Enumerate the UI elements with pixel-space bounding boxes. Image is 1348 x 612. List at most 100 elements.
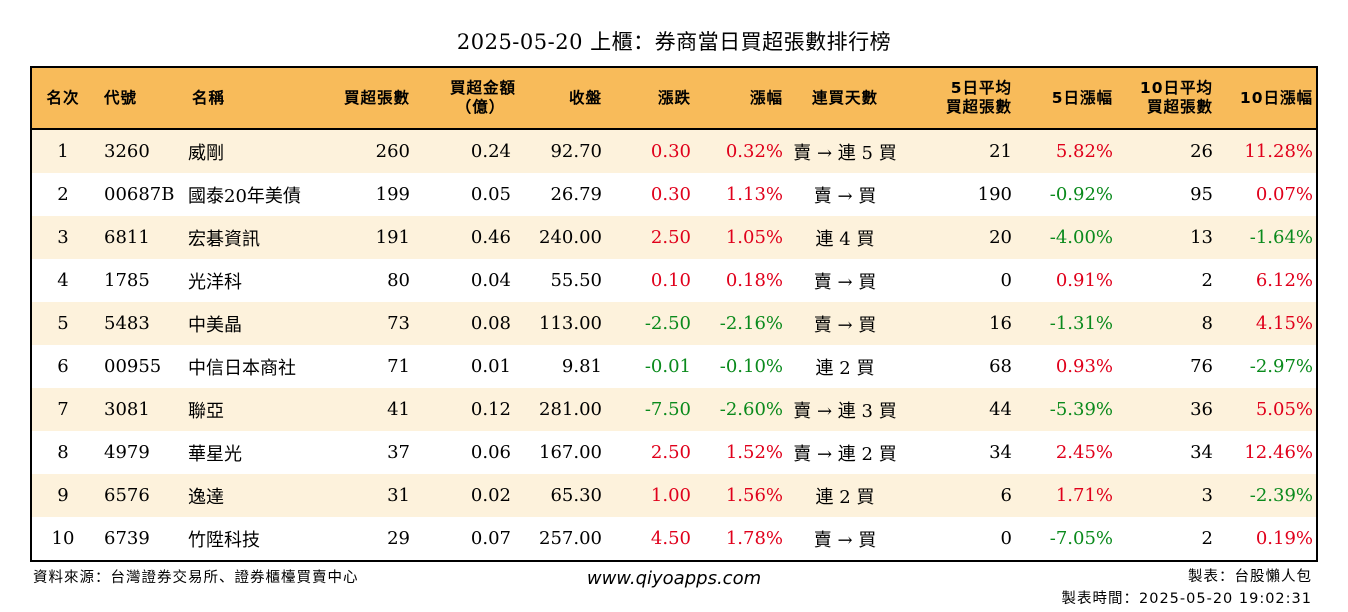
cell-close: 281.00 [539,399,602,420]
cell-ret10: 12.46% [1244,442,1313,463]
cell-ret5: -5.39% [1049,399,1113,420]
cell-change: 0.30 [650,141,691,162]
table-row: 7 3081 聯亞 41 0.12 281.00 -7.50 -2.60% 賣 → 連 3 買 4… [32,388,1316,431]
cell-name: 逸達 [188,486,224,508]
cell-name: 威剛 [188,142,224,164]
cell-net-amount: 0.08 [470,313,511,334]
cell-net-amount: 0.24 [470,141,511,162]
header-avg5-line1: 5日平均 [950,79,1012,97]
header-avg10-line1: 10日平均 [1139,79,1213,97]
cell-net-amount: 0.06 [470,442,511,463]
table-row: 10 6739 竹陞科技 29 0.07 257.00 4.50 1.78% 賣 → 買 0 -7.… [32,517,1316,560]
cell-code: 6739 [104,528,150,549]
cell-avg5: 6 [1000,485,1012,506]
cell-net-volume: 31 [387,485,410,506]
header-net-amount: 買超金額 （億） [410,79,517,117]
cell-avg5: 190 [977,184,1012,205]
header-net-amount-line1: 買超金額 [450,79,517,97]
cell-change: -2.50 [644,313,691,334]
cell-rank: 5 [57,313,69,334]
cell-ret10: 0.19% [1255,528,1313,549]
cell-rank: 2 [57,184,69,205]
cell-close: 240.00 [539,227,602,248]
made-time: 製表時間：2025-05-20 19:02:31 [1061,591,1312,607]
footer-credits: 製表：台股懶人包 製表時間：2025-05-20 19:02:31 [1062,566,1313,610]
header-avg5: 5日平均 買超張數 [907,79,1012,117]
cell-avg10: 2 [1201,270,1213,291]
header-ret10: 10日漲幅 [1239,88,1313,107]
cell-net-amount: 0.12 [470,399,511,420]
cell-code: 4979 [104,442,150,463]
cell-net-amount: 0.07 [470,528,511,549]
cell-code: 1785 [104,270,150,291]
cell-change: 2.50 [650,227,691,248]
header-change-pct: 漲幅 [749,88,783,107]
cell-rank: 8 [57,442,69,463]
cell-avg5: 68 [989,356,1012,377]
cell-change: 0.30 [650,184,691,205]
table-row: 9 6576 逸達 31 0.02 65.30 1.00 1.56% 連 2 買 6 1.71% 3 -… [32,474,1316,517]
cell-avg5: 44 [989,399,1012,420]
cell-net-volume: 71 [387,356,410,377]
cell-change-pct: -2.60% [719,399,783,420]
cell-close: 167.00 [539,442,602,463]
cell-name: 光洋科 [188,271,242,293]
cell-name: 中信日本商社 [188,357,296,379]
cell-close: 9.81 [561,356,602,377]
cell-avg5: 16 [989,313,1012,334]
cell-ret10: 0.07% [1255,184,1313,205]
cell-net-volume: 80 [387,270,410,291]
cell-net-volume: 73 [387,313,410,334]
author-credit: 製表：台股懶人包 [1188,569,1312,585]
cell-net-amount: 0.04 [470,270,511,291]
table-row: 2 00687B 國泰20年美債 199 0.05 26.79 0.30 1.13% 賣 → 買… [32,173,1316,216]
cell-ret10: 11.28% [1244,141,1313,162]
cell-code: 3081 [104,399,150,420]
cell-change-pct: 0.18% [725,270,783,291]
cell-consecutive-days: 賣 → 連 2 買 [793,443,897,465]
table-row: 1 3260 威剛 260 0.24 92.70 0.30 0.32% 賣 → 連 5 買 21 5… [32,130,1316,173]
cell-ret10: -1.64% [1249,227,1313,248]
cell-net-volume: 37 [387,442,410,463]
cell-consecutive-days: 連 2 買 [815,357,875,379]
cell-change: 0.10 [650,270,691,291]
cell-consecutive-days: 賣 → 買 [813,314,877,336]
cell-rank: 9 [57,485,69,506]
cell-net-volume: 29 [387,528,410,549]
cell-avg10: 8 [1201,313,1213,334]
cell-code: 00955 [104,356,162,377]
cell-close: 26.79 [550,184,602,205]
cell-change: 1.00 [650,485,691,506]
cell-name: 國泰20年美債 [188,185,301,207]
cell-close: 113.00 [539,313,602,334]
cell-ret5: -0.92% [1049,184,1113,205]
cell-rank: 3 [57,227,69,248]
cell-code: 5483 [104,313,150,334]
cell-change: -0.01 [644,356,691,377]
cell-name: 聯亞 [188,400,224,422]
cell-change-pct: 1.05% [725,227,783,248]
cell-rank: 7 [57,399,69,420]
cell-change: 4.50 [650,528,691,549]
cell-avg5: 0 [1000,270,1012,291]
cell-close: 65.30 [550,485,602,506]
header-code: 代號 [104,88,138,107]
cell-avg5: 21 [989,141,1012,162]
header-net-amount-line2: （億） [455,98,506,116]
cell-change-pct: -0.10% [719,356,783,377]
cell-name: 竹陞科技 [188,529,260,551]
cell-consecutive-days: 賣 → 買 [813,271,877,293]
cell-ret5: 0.91% [1055,270,1113,291]
cell-avg5: 20 [989,227,1012,248]
cell-change-pct: -2.16% [719,313,783,334]
cell-change-pct: 1.78% [725,528,783,549]
cell-consecutive-days: 賣 → 連 3 買 [793,400,897,422]
table-row: 5 5483 中美晶 73 0.08 113.00 -2.50 -2.16% 賣 → 買 16 -1… [32,302,1316,345]
cell-avg10: 34 [1190,442,1213,463]
cell-ret10: -2.39% [1249,485,1313,506]
cell-rank: 6 [57,356,69,377]
cell-change-pct: 1.56% [725,485,783,506]
cell-rank: 1 [57,141,69,162]
cell-net-amount: 0.05 [470,184,511,205]
cell-net-volume: 191 [375,227,410,248]
